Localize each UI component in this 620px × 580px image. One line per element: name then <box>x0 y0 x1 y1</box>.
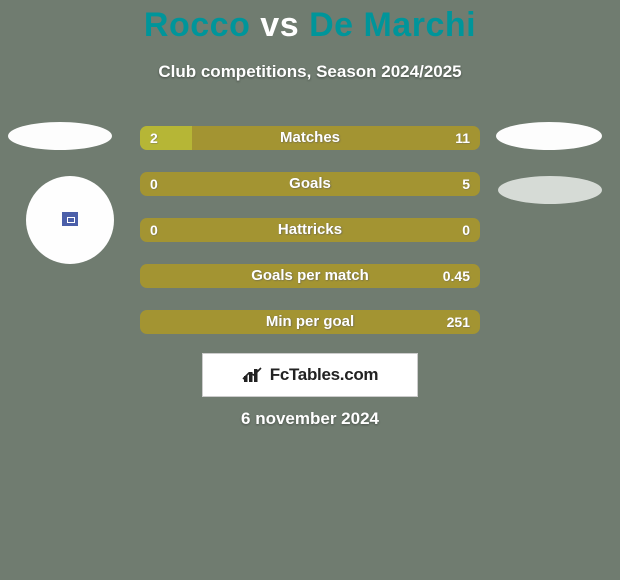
stat-bar: Min per goal251 <box>140 310 480 334</box>
subtitle: Club competitions, Season 2024/2025 <box>0 62 620 82</box>
stat-label: Matches <box>140 126 480 150</box>
stat-bar: 2Matches11 <box>140 126 480 150</box>
decorative-ellipse <box>8 122 112 150</box>
stat-value-right: 5 <box>462 172 470 196</box>
stat-label: Hattricks <box>140 218 480 242</box>
stat-value-right: 11 <box>455 126 470 150</box>
date-text: 6 november 2024 <box>0 409 620 429</box>
stat-value-right: 0 <box>462 218 470 242</box>
bar-chart-icon <box>242 366 264 384</box>
brand-box: FcTables.com <box>202 353 418 397</box>
title-sep: vs <box>260 6 299 44</box>
stat-label: Min per goal <box>140 310 480 334</box>
stat-value-right: 251 <box>447 310 470 334</box>
team-badge <box>62 212 78 226</box>
decorative-ellipse <box>496 122 602 150</box>
stat-bar: Goals per match0.45 <box>140 264 480 288</box>
comparison-bars: 2Matches110Goals50Hattricks0Goals per ma… <box>140 126 480 356</box>
brand-text: FcTables.com <box>270 365 379 385</box>
page-title: Rocco vs De Marchi <box>0 6 620 45</box>
stat-bar: 0Goals5 <box>140 172 480 196</box>
decorative-ellipse <box>498 176 602 204</box>
stat-label: Goals <box>140 172 480 196</box>
title-player2: De Marchi <box>309 6 476 44</box>
stat-value-right: 0.45 <box>443 264 470 288</box>
stat-bar: 0Hattricks0 <box>140 218 480 242</box>
title-player1: Rocco <box>144 6 250 44</box>
stat-label: Goals per match <box>140 264 480 288</box>
